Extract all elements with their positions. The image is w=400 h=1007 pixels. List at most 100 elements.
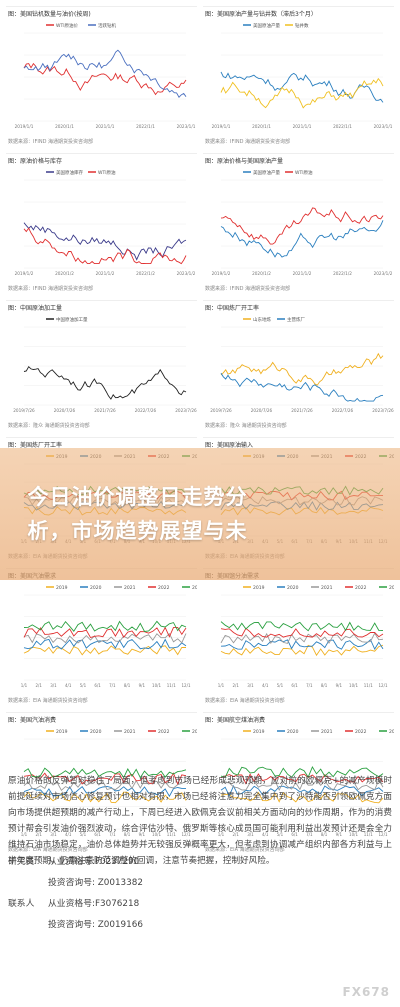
x-tick-label: 2020/1/2: [252, 271, 271, 276]
chart-row: 图：美国钻机数量与油价(按周) WTI原油价 活跃钻机 2019/1/1 2020/1/…: [6, 6, 394, 145]
x-tick-label: 12/1: [379, 683, 388, 688]
chart-plot: 2019 2020 2021 2022 2023 1/1 2/1 3/1 4/1 5/1 6/1 7/…: [203, 581, 394, 696]
x-tick-label: 2020/7/26: [54, 408, 76, 413]
legend-label: 2023: [192, 585, 197, 591]
legend-label: 2021: [321, 585, 333, 591]
x-tick-label: 12/1: [182, 832, 191, 837]
chart-source: 数据来源：EIA 海通期货投资咨询部: [8, 847, 88, 853]
chart-grid: 图：美国钻机数量与油价(按周) WTI原油价 活跃钻机 2019/1/1 2020/1/…: [6, 6, 394, 861]
x-tick-label: 9/1: [139, 832, 146, 837]
x-tick-label: 2022/1/1: [136, 124, 155, 129]
x-tick-label: 2022/7/26: [135, 408, 157, 413]
x-tick-label: 2019/1/2: [212, 271, 231, 276]
headline-banner: 今日油价调整日走势分 析，市场趋势展望与未: [0, 448, 400, 580]
chart-panel: 图：美国汽油需求201920202021202220231/12/13/14/1…: [6, 568, 197, 704]
chart-title: 图：美国航空煤油消费: [205, 717, 266, 724]
headline: 今日油价调整日走势分 析，市场趋势展望与未: [27, 485, 248, 543]
assistant-cert: 从业资格号:F3076218: [48, 899, 140, 909]
analyst-advisory-row: 投资咨询号: Z0013382: [8, 871, 392, 892]
chart-plot: 中国原油加工量 2019/7/26 2020/7/26 2021/7/26 2022/7…: [6, 313, 197, 421]
chart-title: 图：美国原油产量与钻井数（滞后3个月）: [205, 11, 317, 18]
series-line: [23, 767, 187, 779]
series-line: [220, 644, 384, 657]
legend-label: 2019: [56, 585, 68, 591]
x-tick-label: 2019/1/2: [15, 271, 34, 276]
x-tick-label: 9/1: [336, 832, 343, 837]
x-tick-label: 2/1: [233, 683, 240, 688]
x-tick-label: 4/1: [262, 832, 269, 837]
chart-row: 图：美国汽油消费 2019 2020 2021 2022 2023 1/1 2/1 3/1 4/1…: [6, 712, 394, 853]
x-tick-label: 8/1: [124, 832, 131, 837]
x-tick-label: 2023/1/1: [177, 124, 196, 129]
chart-row: 图：原油价格与库存 美国原油库存 WTI原油 2019/1/2 2020/1/2 2021…: [6, 153, 394, 292]
legend-label: 2021: [124, 729, 136, 735]
chart-source: 数据来源：IFIND 海通期货投资咨询部: [205, 286, 291, 292]
x-tick-label: 2022/1/2: [136, 271, 155, 276]
legend-label: 2019: [56, 729, 68, 735]
x-tick-label: 3/1: [247, 832, 254, 837]
series-line: [23, 62, 187, 96]
x-tick-label: 7/1: [109, 832, 116, 837]
series-line: [23, 645, 187, 656]
x-tick-label: 10/1: [152, 832, 161, 837]
chart-row: 图：美国汽油需求201920202021202220231/12/13/14/1…: [6, 568, 394, 704]
x-tick-label: 2021/1/2: [96, 271, 115, 276]
x-tick-label: 2019/7/26: [210, 408, 232, 413]
x-tick-label: 2023/7/26: [372, 408, 394, 413]
legend-label: 活跃钻机: [98, 22, 116, 29]
x-tick-label: 2022/7/26: [332, 408, 354, 413]
chart-panel: 图：中国原油加工量 中国原油加工量 2019/7/26 2020/7/26 2021/7…: [6, 300, 197, 429]
x-tick-label: 12/1: [182, 683, 191, 688]
series-line: [220, 77, 384, 109]
series-line: [23, 49, 187, 98]
x-tick-label: 4/1: [262, 683, 269, 688]
x-tick-label: 3/1: [247, 683, 254, 688]
x-tick-label: 9/1: [139, 683, 146, 688]
chart-source: 数据来源：IFIND 海通期货投资咨询部: [205, 139, 291, 145]
x-tick-label: 12/1: [379, 832, 388, 837]
chart-source: 数据来源：EIA 海通期货投资咨询部: [205, 847, 285, 853]
x-tick-label: 5/1: [80, 683, 87, 688]
series-line: [23, 791, 187, 804]
x-tick-label: 1/1: [218, 683, 225, 688]
x-tick-label: 10/1: [349, 683, 358, 688]
series-line: [220, 791, 384, 804]
watermark: FX678: [342, 985, 390, 999]
analyst-cert: 从业资格号:F0237290: [48, 857, 140, 867]
series-line: [23, 772, 187, 786]
series-line: [220, 627, 384, 638]
x-tick-label: 5/1: [80, 832, 87, 837]
legend-label: 山东地炼: [253, 316, 271, 323]
legend-label: 美国原油库存: [56, 169, 83, 176]
series-line: [220, 784, 384, 797]
x-tick-label: 11/1: [364, 832, 373, 837]
x-tick-label: 2021/1/1: [293, 124, 312, 129]
x-tick-label: 2020/1/2: [55, 271, 74, 276]
x-tick-label: 2019/1/1: [212, 124, 231, 129]
series-line: [220, 632, 384, 645]
series-line: [23, 365, 187, 400]
x-tick-label: 2022/1/1: [333, 124, 352, 129]
x-tick-label: 2021/7/26: [94, 408, 116, 413]
x-tick-label: 4/1: [65, 683, 72, 688]
x-tick-label: 11/1: [167, 683, 176, 688]
chart-panel: 图：中国炼厂开工率 山东地炼 主营炼厂 2019/7/26 2020/7/26 2021/…: [203, 300, 394, 429]
chart-panel: 图：美国汽油消费 2019 2020 2021 2022 2023 1/1 2/1 3/1 4/1…: [6, 712, 197, 853]
series-line: [23, 626, 187, 639]
analysis-paragraph: 原油价格的反弹暂时稳住了局面，但考虑到市场已经形成悲观预期，应对前的欧佩克+的减…: [8, 776, 392, 866]
x-tick-label: 6/1: [94, 683, 101, 688]
x-tick-label: 6/1: [94, 832, 101, 837]
series-line: [23, 227, 187, 265]
series-line: [23, 632, 187, 644]
x-tick-label: 2/1: [36, 832, 43, 837]
x-tick-label: 7/1: [306, 683, 313, 688]
chart-source: 数据来源：EIA 海通期货投资咨询部: [8, 698, 88, 704]
chart-panel: 图：美国原油产量与钻井数（滞后3个月） 美国原油产量 钻井数 2019/1/1 2020…: [203, 6, 394, 145]
legend-label: 2023: [389, 729, 394, 735]
series-line: [23, 786, 186, 798]
legend-label: 2020: [90, 729, 102, 735]
chart-source: 数据来源：隆众 海通期货投资咨询部: [8, 423, 90, 429]
x-tick-label: 11/1: [364, 683, 373, 688]
x-tick-label: 2021/7/26: [291, 408, 313, 413]
x-tick-label: 6/1: [291, 683, 298, 688]
